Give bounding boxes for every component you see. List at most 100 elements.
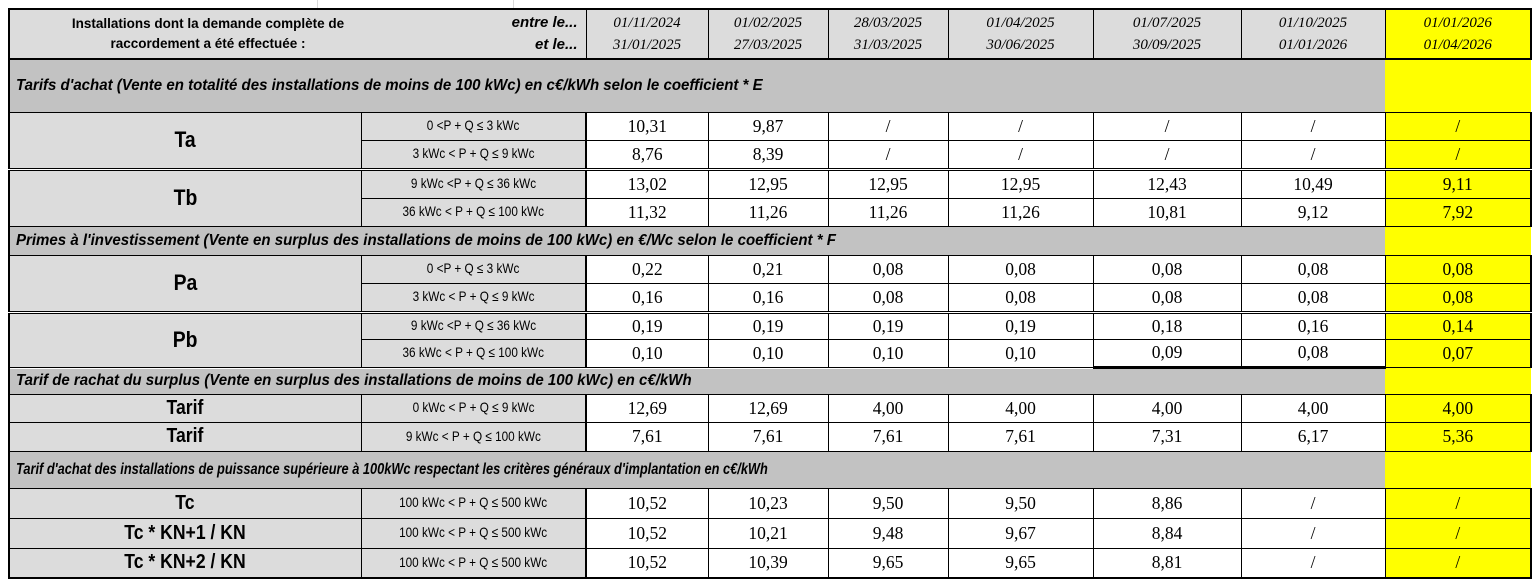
- power-range: 0 <P + Q ≤ 3 kWc: [426, 260, 520, 276]
- section-title: Tarif de rachat du surplus (Vente en sur…: [16, 372, 692, 389]
- value-cell: 7,61: [827, 421, 949, 452]
- value-cell: 0,16: [707, 282, 829, 314]
- value-cell: 0,22: [585, 254, 709, 284]
- row-label: Pb: [172, 327, 198, 352]
- row-label-cell: Ta: [8, 111, 362, 171]
- row-label: Tc * KN+1 / KN: [124, 521, 246, 544]
- table-row: Tc 100 kWc < P + Q ≤ 500 kWc 10,52 10,23…: [8, 487, 1533, 519]
- value-cell-highlighted: 7,92: [1384, 197, 1533, 227]
- period-header-cell-highlighted: 01/01/2026 01/04/2026: [1384, 8, 1533, 60]
- row-label: Ta: [174, 127, 196, 152]
- table-row: Pa 0 <P + Q ≤ 3 kWc 0,22 0,21 0,08 0,08 …: [8, 254, 1533, 314]
- row-label: Tarif: [166, 396, 204, 419]
- value-cell-highlighted: /: [1384, 517, 1533, 549]
- value-cell: 4,00: [827, 393, 949, 423]
- value-cell: 9,67: [947, 517, 1094, 549]
- period-from: 01/01/2026: [1423, 15, 1492, 31]
- value-cell-highlighted: 4,00: [1384, 393, 1533, 423]
- value-cell: 8,86: [1092, 487, 1242, 519]
- value-cell: 0,08: [947, 282, 1094, 314]
- value-cell: 0,08: [1240, 338, 1386, 369]
- value-cell: 9,65: [947, 547, 1094, 579]
- row-label-cell: Tb: [8, 168, 362, 227]
- et-le-label: et le...: [534, 36, 578, 53]
- power-range-cell: 0 <P + Q ≤ 3 kWc: [360, 254, 587, 284]
- value-cell: 0,08: [1092, 254, 1242, 284]
- table-title: Installations dont la demande complète d…: [30, 14, 386, 54]
- value-cell: /: [1092, 111, 1242, 141]
- value-cell: 7,61: [947, 421, 1094, 452]
- value-cell: 0,08: [1240, 282, 1386, 314]
- power-range: 36 kWc < P + Q ≤ 100 kWc: [402, 344, 545, 360]
- value-cell: 0,10: [707, 338, 829, 368]
- value-cell: /: [1240, 487, 1386, 519]
- power-range-cell: 0 <P + Q ≤ 3 kWc: [360, 111, 587, 141]
- value-cell: 0,21: [707, 254, 829, 284]
- row-label: Tarif: [166, 425, 204, 447]
- value-cell-highlighted: /: [1384, 547, 1533, 579]
- table-corner-header: Installations dont la demande complète d…: [7, 8, 587, 60]
- value-cell: 8,76: [585, 139, 709, 171]
- row-label: Pa: [173, 270, 198, 295]
- power-range: 9 kWc <P + Q ≤ 36 kWc: [410, 317, 536, 333]
- section-row: Tarif de rachat du surplus (Vente en sur…: [7, 366, 1532, 395]
- value-cell: 7,61: [707, 421, 829, 452]
- value-cell-highlighted: /: [1384, 487, 1533, 519]
- period-to: 31/01/2025: [612, 37, 682, 53]
- period-from: 01/10/2025: [1278, 15, 1348, 31]
- period-from: 01/07/2025: [1132, 15, 1202, 31]
- value-cell: 10,23: [707, 487, 829, 519]
- value-cell: 0,16: [1240, 311, 1386, 340]
- section-title-cell: Tarif d'achat des installations de puiss…: [7, 450, 1386, 489]
- value-cell: 0,08: [827, 254, 949, 284]
- value-cell: 10,49: [1240, 168, 1386, 199]
- period-to: 30/09/2025: [1132, 37, 1202, 53]
- power-range: 9 kWc <P + Q ≤ 36 kWc: [410, 175, 536, 191]
- period-header-cell: 01/02/2025 27/03/2025: [707, 8, 829, 60]
- period-to: 30/06/2025: [986, 37, 1055, 53]
- power-range-cell: 9 kWc < P + Q ≤ 100 kWc: [360, 421, 587, 452]
- gridline-tick: [513, 0, 514, 8]
- value-cell: /: [827, 139, 949, 171]
- value-cell: 12,43: [1092, 168, 1242, 199]
- table-row: Ta 0 <P + Q ≤ 3 kWc 10,31 9,87 / / / / /: [8, 111, 1533, 171]
- table-row: Pb 9 kWc <P + Q ≤ 36 kWc 0,19 0,19 0,19 …: [8, 311, 1533, 368]
- power-range-cell: 9 kWc <P + Q ≤ 36 kWc: [360, 168, 587, 199]
- value-cell: 10,21: [707, 517, 829, 549]
- period-header-cell: 01/11/2024 31/01/2025: [585, 8, 709, 60]
- value-cell: 0,08: [827, 282, 949, 314]
- value-cell: 4,00: [1240, 393, 1386, 423]
- table-row: Tc * KN+2 / KN 100 kWc < P + Q ≤ 500 kWc…: [8, 547, 1533, 579]
- table-row: 3 kWc < P + Q ≤ 9 kWc 0,16 0,16 0,08 0,0…: [9, 282, 1533, 314]
- value-cell: 0,18: [1092, 311, 1242, 340]
- power-range-cell: 36 kWc < P + Q ≤ 100 kWc: [360, 197, 587, 227]
- value-cell: /: [827, 111, 949, 141]
- section-row: Tarif d'achat des installations de puiss…: [7, 450, 1532, 489]
- value-cell: /: [947, 111, 1094, 141]
- value-cell: 9,48: [827, 517, 949, 549]
- value-cell: 0,10: [827, 338, 949, 368]
- period-to: 31/03/2025: [853, 37, 923, 53]
- power-range: 100 kWc < P + Q ≤ 500 kWc: [399, 494, 548, 510]
- table-row: Tc * KN+1 / KN 100 kWc < P + Q ≤ 500 kWc…: [8, 517, 1533, 549]
- value-cell: /: [1240, 139, 1386, 171]
- section-highlight-cell: [1385, 226, 1532, 255]
- value-cell: 10,31: [585, 111, 709, 141]
- row-label-cell: Tarif: [8, 393, 362, 423]
- power-range: 36 kWc < P + Q ≤ 100 kWc: [402, 203, 545, 219]
- power-range: 0 <P + Q ≤ 3 kWc: [426, 117, 520, 133]
- row-label-cell: Tarif: [8, 421, 362, 452]
- value-cell: 0,19: [707, 311, 829, 340]
- value-cell-highlighted: 5,36: [1384, 421, 1533, 452]
- value-cell: 4,00: [1092, 393, 1242, 423]
- period-from: 01/04/2025: [986, 15, 1055, 31]
- power-range-cell: 100 kWc < P + Q ≤ 500 kWc: [360, 547, 587, 579]
- header-row: Installations dont la demande complète d…: [7, 8, 1533, 60]
- value-cell-highlighted: 0,08: [1384, 254, 1533, 284]
- value-cell: 11,26: [947, 197, 1094, 227]
- table-row: Tarif 9 kWc < P + Q ≤ 100 kWc 7,61 7,61 …: [8, 421, 1533, 452]
- value-cell: 11,26: [827, 197, 949, 227]
- power-range-cell: 3 kWc < P + Q ≤ 9 kWc: [360, 139, 587, 171]
- row-label-cell: Tc * KN+1 / KN: [8, 517, 362, 549]
- value-cell: 0,10: [585, 338, 709, 368]
